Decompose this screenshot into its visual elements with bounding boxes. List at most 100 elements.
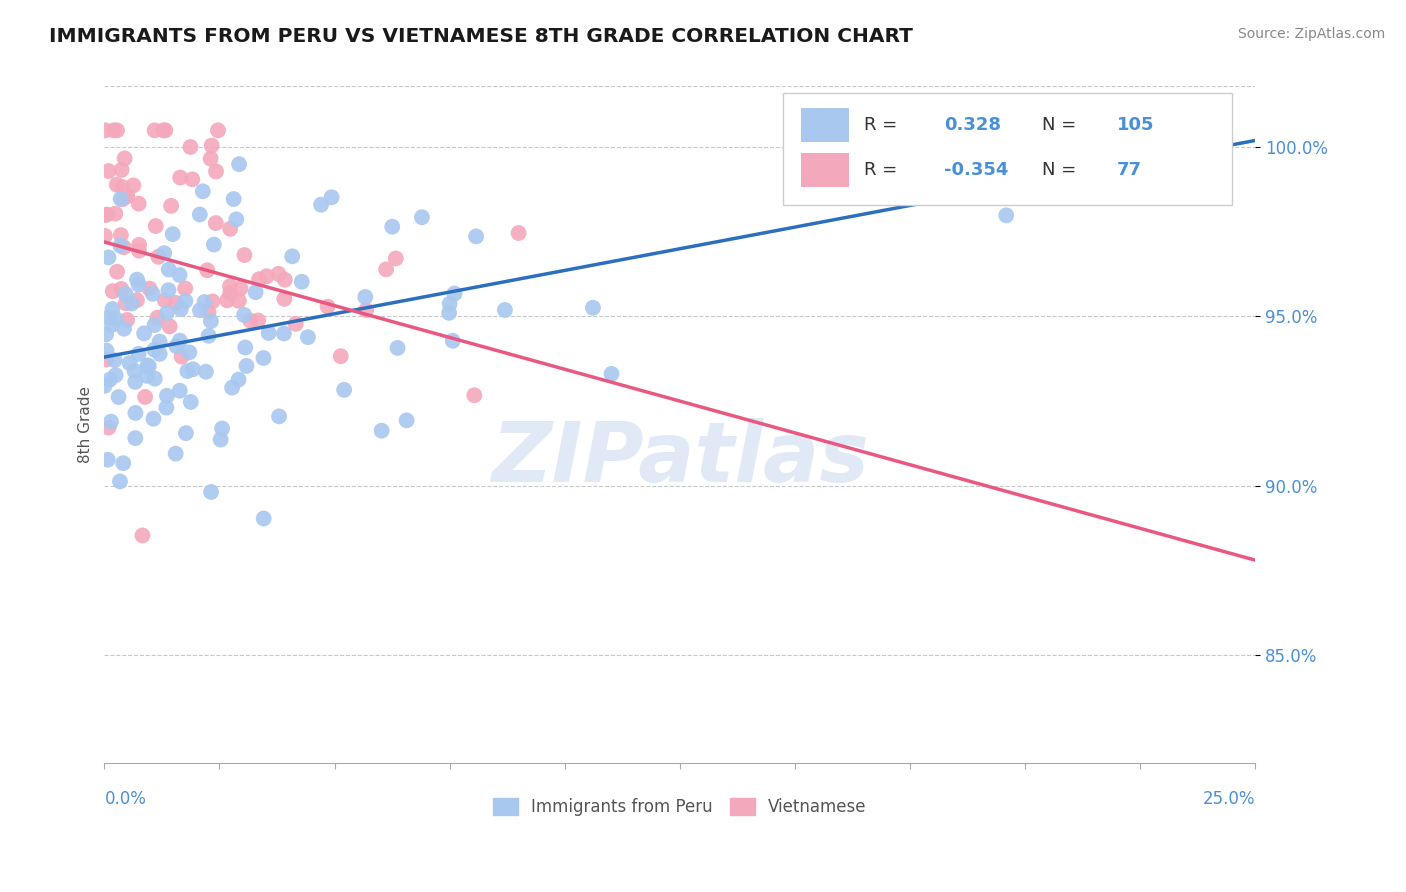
Point: [134, 390, 156, 404]
Point: [204, 216, 226, 230]
Point: [111, 162, 134, 177]
Point: [97, 164, 120, 178]
Point: [169, 334, 191, 348]
Text: N =: N =: [1042, 161, 1077, 178]
Point: [385, 252, 408, 266]
Point: [143, 318, 166, 332]
Point: [115, 189, 138, 203]
Point: [108, 475, 131, 489]
Point: [169, 384, 191, 398]
Point: [219, 279, 242, 293]
Point: [441, 334, 464, 348]
Point: [138, 359, 160, 373]
Point: [273, 292, 295, 306]
FancyBboxPatch shape: [783, 93, 1232, 205]
Point: [104, 368, 127, 383]
Point: [135, 368, 157, 383]
Text: N =: N =: [1042, 116, 1077, 134]
Point: [149, 334, 172, 349]
Point: [233, 340, 256, 354]
Point: [174, 293, 197, 308]
Text: Source: ZipAtlas.com: Source: ZipAtlas.com: [1237, 27, 1385, 41]
Point: [136, 359, 159, 373]
Text: R =: R =: [863, 116, 897, 134]
Point: [157, 262, 180, 277]
Point: [138, 281, 160, 295]
Point: [219, 286, 242, 301]
Point: [316, 300, 339, 314]
Point: [105, 178, 128, 192]
Point: [97, 420, 120, 434]
Point: [124, 364, 146, 378]
Point: [508, 226, 530, 240]
Point: [229, 281, 252, 295]
Point: [387, 341, 409, 355]
Point: [274, 273, 297, 287]
Point: [191, 184, 214, 198]
Point: [174, 426, 197, 441]
Point: [156, 389, 179, 403]
Point: [253, 511, 276, 525]
Point: [202, 237, 225, 252]
Point: [103, 123, 125, 137]
Point: [128, 347, 150, 361]
Point: [124, 406, 146, 420]
Point: [188, 303, 211, 318]
Point: [239, 313, 262, 327]
Point: [112, 240, 135, 254]
Point: [197, 328, 219, 343]
Text: 25.0%: 25.0%: [1202, 790, 1256, 808]
Point: [245, 285, 267, 300]
Point: [273, 326, 295, 341]
Point: [225, 212, 247, 227]
Point: [110, 282, 132, 296]
Text: 0.0%: 0.0%: [104, 790, 146, 808]
Point: [174, 281, 197, 295]
Point: [94, 208, 117, 222]
Point: [176, 364, 198, 378]
Point: [165, 447, 187, 461]
FancyBboxPatch shape: [800, 153, 849, 186]
Legend: Immigrants from Peru, Vietnamese: Immigrants from Peru, Vietnamese: [486, 791, 873, 822]
Point: [118, 356, 141, 370]
Point: [97, 452, 120, 467]
Point: [104, 312, 127, 326]
Point: [222, 192, 245, 206]
Point: [94, 327, 117, 342]
Point: [228, 157, 250, 171]
Point: [104, 353, 127, 368]
Point: [122, 178, 145, 193]
Text: -0.354: -0.354: [945, 161, 1008, 178]
Point: [309, 197, 332, 211]
Point: [98, 372, 121, 386]
Point: [200, 314, 222, 328]
Point: [93, 379, 115, 393]
Point: [463, 388, 485, 402]
Point: [100, 415, 122, 429]
Point: [201, 138, 224, 153]
Point: [160, 199, 183, 213]
Text: 77: 77: [1116, 161, 1142, 178]
Point: [465, 229, 488, 244]
Point: [94, 123, 117, 137]
Point: [110, 192, 132, 206]
Point: [157, 283, 180, 297]
Point: [205, 164, 228, 178]
Point: [193, 295, 215, 310]
Point: [104, 207, 127, 221]
Point: [219, 222, 242, 236]
Point: [197, 305, 219, 319]
Point: [169, 268, 191, 282]
Point: [117, 189, 139, 203]
Point: [128, 244, 150, 258]
Point: [256, 269, 278, 284]
Point: [165, 339, 187, 353]
Point: [153, 246, 176, 260]
Point: [124, 431, 146, 445]
Point: [107, 390, 129, 404]
Point: [195, 263, 218, 277]
Point: [257, 326, 280, 340]
Point: [211, 421, 233, 435]
Point: [333, 383, 356, 397]
Point: [155, 123, 177, 137]
